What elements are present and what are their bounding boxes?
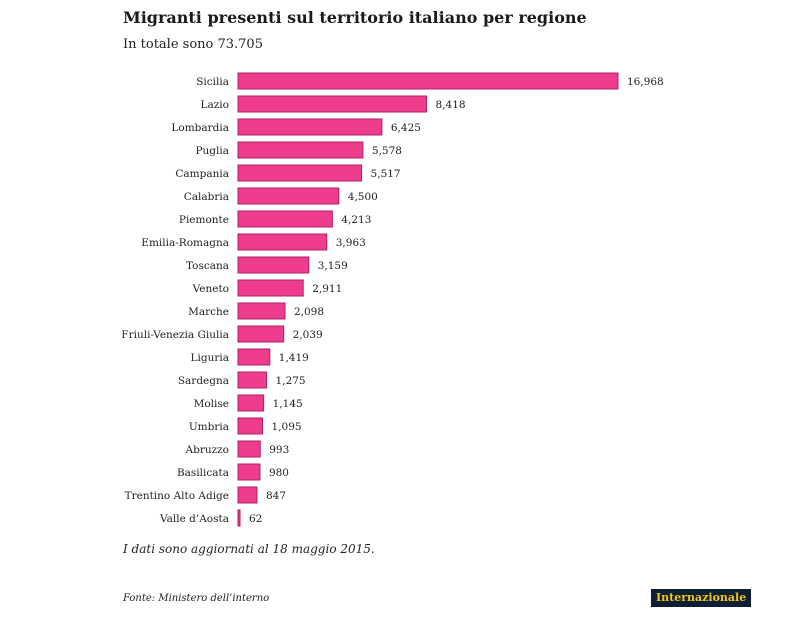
value-label: 1,419 (279, 352, 309, 364)
category-label: Lazio (201, 99, 229, 111)
bar (237, 394, 265, 412)
value-label: 4,500 (348, 191, 378, 203)
bar (237, 118, 383, 136)
value-label: 980 (269, 467, 289, 479)
brand-logo: Internazionale (651, 589, 752, 607)
bar (237, 463, 261, 481)
value-label: 62 (249, 513, 262, 525)
value-label: 3,963 (336, 237, 366, 249)
category-label: Friuli-Venezia Giulia (121, 329, 229, 341)
value-label: 1,275 (276, 375, 306, 387)
value-label: 5,578 (372, 145, 402, 157)
value-label: 5,517 (371, 168, 401, 180)
chart-subtitle: In totale sono 73.705 (123, 37, 263, 52)
bar (237, 233, 328, 251)
value-label: 2,039 (293, 329, 323, 341)
value-label: 1,095 (272, 421, 302, 433)
category-label: Marche (188, 306, 229, 318)
value-label: 847 (266, 490, 286, 502)
bar (237, 371, 268, 389)
value-label: 8,418 (436, 99, 466, 111)
category-label: Piemonte (179, 214, 229, 226)
value-label: 4,213 (341, 214, 371, 226)
category-label: Calabria (184, 191, 229, 203)
category-label: Lombardia (171, 122, 229, 134)
value-label: 2,098 (294, 306, 324, 318)
category-label: Puglia (195, 145, 229, 157)
category-label: Molise (194, 398, 229, 410)
update-note: I dati sono aggiornati al 18 maggio 2015… (123, 542, 375, 556)
source-note: Fonte: Ministero dell’interno (123, 593, 270, 604)
bar (237, 141, 364, 159)
category-label: Liguria (191, 352, 229, 364)
category-label: Basilicata (177, 467, 229, 479)
category-label: Trentino Alto Adige (125, 490, 229, 502)
value-label: 6,425 (391, 122, 421, 134)
category-label: Valle d’Aosta (159, 513, 229, 525)
value-label: 993 (269, 444, 289, 456)
value-label: 2,911 (312, 283, 342, 295)
category-label: Sardegna (178, 375, 229, 387)
bar (237, 440, 261, 458)
category-label: Abruzzo (185, 444, 229, 456)
bar (237, 486, 258, 504)
category-label: Campania (175, 168, 229, 180)
bar (237, 279, 304, 297)
bar (237, 509, 241, 527)
bar (237, 210, 333, 228)
bar (237, 417, 264, 435)
bar (237, 95, 428, 113)
category-label: Sicilia (196, 76, 229, 88)
bar (237, 348, 271, 366)
value-label: 1,145 (273, 398, 303, 410)
value-label: 16,968 (627, 76, 664, 88)
value-label: 3,159 (318, 260, 348, 272)
bar (237, 72, 619, 90)
bar (237, 187, 340, 205)
bar (237, 256, 310, 274)
chart-title: Migranti presenti sul territorio italian… (123, 8, 587, 27)
category-label: Umbria (189, 421, 229, 433)
bar (237, 164, 363, 182)
bar (237, 302, 286, 320)
bar (237, 325, 285, 343)
category-label: Veneto (192, 283, 229, 295)
category-label: Toscana (186, 260, 229, 272)
category-label: Emilia-Romagna (141, 237, 229, 249)
bar-chart: Sicilia 16,968 Lazio 8,418 Lombardia 6,425 Pug… (121, 72, 664, 527)
